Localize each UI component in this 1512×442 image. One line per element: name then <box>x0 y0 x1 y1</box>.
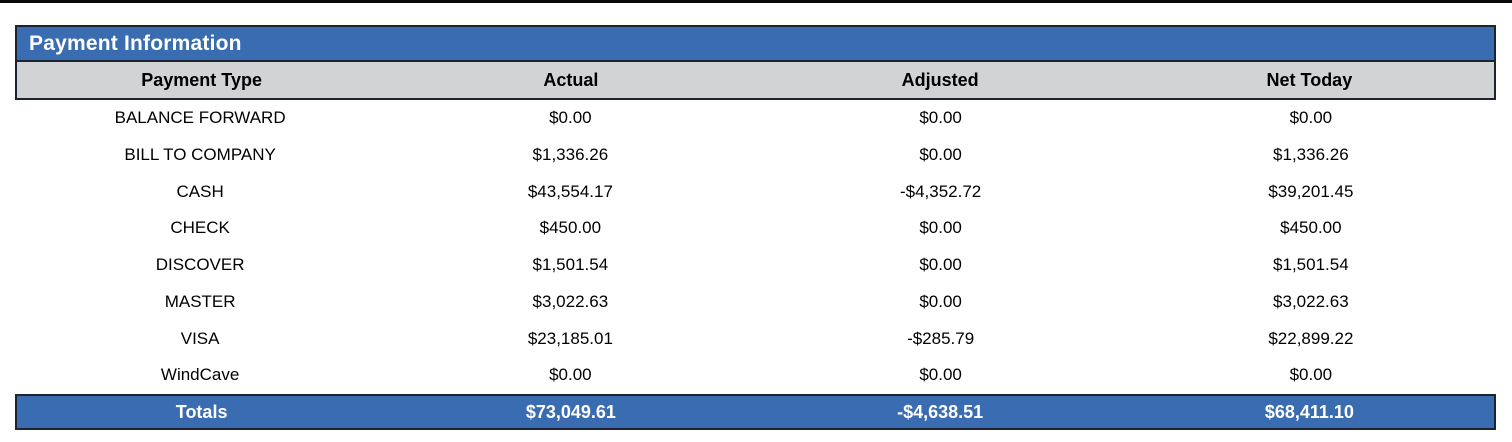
cell-actual: $450.00 <box>539 218 602 238</box>
cell-net-today: $1,336.26 <box>1273 144 1349 164</box>
column-header-row: Payment Type Actual Adjusted Net Today <box>15 62 1496 100</box>
cell-actual: $3,022.63 <box>532 291 609 311</box>
totals-adjusted: -$4,638.51 <box>897 402 984 422</box>
cell-actual: $0.00 <box>549 365 592 385</box>
totals-net-today: $68,411.10 <box>1264 402 1354 422</box>
cell-adjusted: $0.00 <box>919 291 962 311</box>
cell-adjusted: $0.00 <box>919 365 962 385</box>
column-header-adjusted: Adjusted <box>901 70 979 90</box>
totals-label: Totals <box>175 402 228 422</box>
top-divider-line <box>0 0 1512 3</box>
table-row: CASH $43,554.17 -$4,352.72 $39,201.45 <box>15 173 1496 211</box>
cell-adjusted: $0.00 <box>919 255 962 274</box>
totals-row: Totals $73,049.61 -$4,638.51 $68,411.10 <box>15 394 1496 430</box>
totals-actual: $73,049.61 <box>525 402 616 422</box>
cell-payment-type: BALANCE FORWARD <box>114 108 286 127</box>
cell-payment-type: CHECK <box>170 218 230 238</box>
cell-net-today: $0.00 <box>1289 365 1333 385</box>
cell-actual: $1,336.26 <box>532 144 609 164</box>
table-body: BALANCE FORWARD $0.00 $0.00 $0.00 BILL T… <box>15 100 1496 394</box>
table-row: DISCOVER $1,501.54 $0.00 $1,501.54 <box>15 247 1496 284</box>
cell-net-today: $39,201.45 <box>1268 181 1354 201</box>
table-title: Payment Information <box>29 32 242 55</box>
cell-payment-type: MASTER <box>164 291 236 311</box>
cell-actual: $1,501.54 <box>532 255 609 274</box>
cell-payment-type: CASH <box>176 181 224 201</box>
column-header-actual: Actual <box>543 70 599 90</box>
cell-payment-type: WindCave <box>160 365 240 385</box>
cell-adjusted: $0.00 <box>919 108 962 127</box>
cell-net-today: $450.00 <box>1280 218 1342 238</box>
payment-information-table: Payment Information Payment Type Actual … <box>15 25 1496 430</box>
table-row: WindCave $0.00 $0.00 $0.00 <box>15 357 1496 394</box>
cell-actual: $43,554.17 <box>527 181 613 201</box>
cell-payment-type: VISA <box>180 328 220 348</box>
cell-payment-type: BILL TO COMPANY <box>124 144 276 164</box>
cell-payment-type: DISCOVER <box>155 255 245 274</box>
table-row: VISA $23,185.01 -$285.79 $22,899.22 <box>15 320 1496 358</box>
cell-net-today: $22,899.22 <box>1268 328 1354 348</box>
column-header-payment-type: Payment Type <box>141 70 262 90</box>
cell-adjusted: -$4,352.72 <box>899 181 982 201</box>
cell-net-today: $1,501.54 <box>1273 255 1349 274</box>
cell-actual: $0.00 <box>549 108 592 127</box>
table-row: CHECK $450.00 $0.00 $450.00 <box>15 210 1496 247</box>
cell-net-today: $3,022.63 <box>1273 291 1349 311</box>
cell-actual: $23,185.01 <box>527 328 613 348</box>
cell-adjusted: $0.00 <box>919 218 962 238</box>
cell-net-today: $0.00 <box>1289 108 1333 127</box>
table-title-bar: Payment Information <box>15 25 1496 62</box>
column-header-net-today: Net Today <box>1266 70 1353 90</box>
table-row: BILL TO COMPANY $1,336.26 $0.00 $1,336.2… <box>15 136 1496 174</box>
cell-adjusted: -$285.79 <box>907 328 975 348</box>
table-row: MASTER $3,022.63 $0.00 $3,022.63 <box>15 283 1496 321</box>
cell-adjusted: $0.00 <box>919 144 962 164</box>
table-row: BALANCE FORWARD $0.00 $0.00 $0.00 <box>15 100 1496 137</box>
